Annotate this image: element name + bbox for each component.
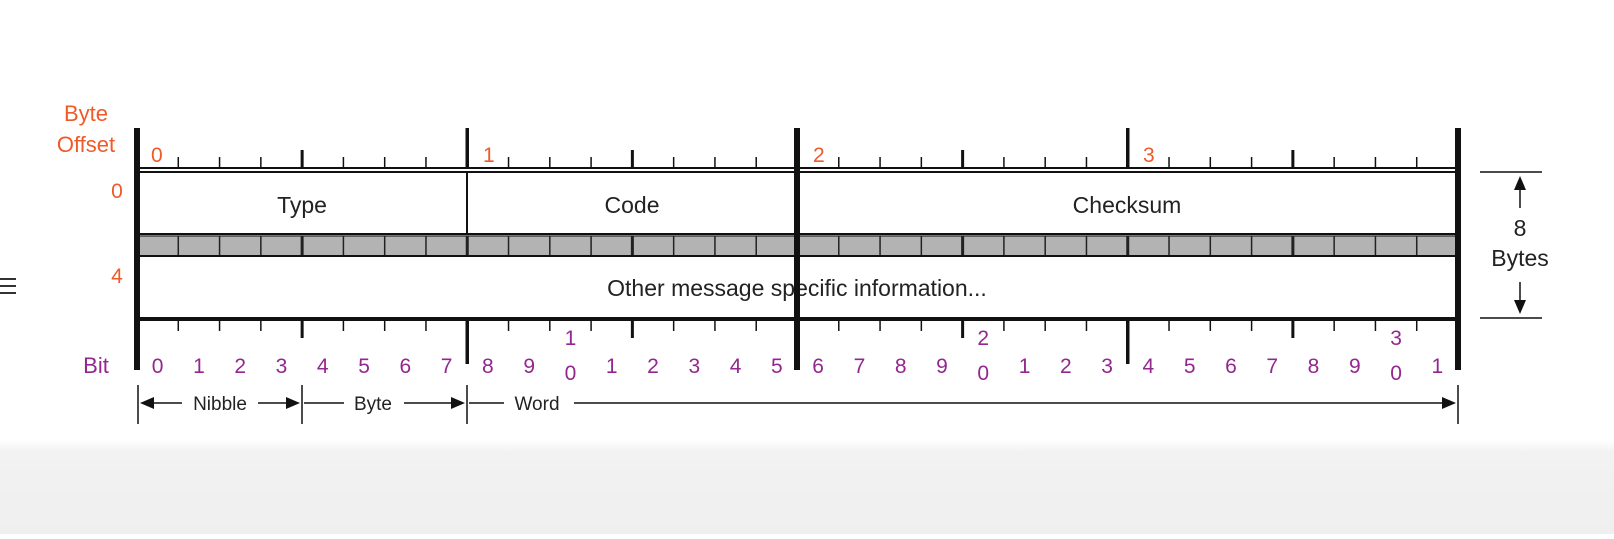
legend-word: Word (514, 394, 559, 415)
bit-number-second-digit: 0 (977, 362, 989, 385)
row-offset-4: 4 (111, 265, 123, 288)
bit-number-second-digit: 0 (565, 362, 577, 385)
word-arrowhead-right (1442, 397, 1456, 409)
byte-offset-1: 1 (483, 144, 495, 167)
bit-number: 6 (1225, 355, 1237, 378)
bit-number: 2 (1060, 355, 1072, 378)
bit-number: 0 (152, 355, 164, 378)
byte-offset-2: 2 (813, 144, 825, 167)
byte-offset-label-line1: Byte (64, 101, 108, 126)
bit-number: 9 (523, 355, 535, 378)
bit-number: 6 (399, 355, 411, 378)
nibble-arrowhead-right (286, 397, 300, 409)
size-unit: Bytes (1491, 245, 1549, 271)
size-value: 8 (1514, 215, 1527, 241)
size-arrowhead-down (1514, 300, 1526, 314)
separator-band-ticks (177, 236, 1418, 256)
bit-number-second-digit: 0 (1390, 362, 1402, 385)
size-arrowhead-up (1514, 176, 1526, 190)
bit-number: 7 (1266, 355, 1278, 378)
bit-number: 5 (771, 355, 783, 378)
bit-number: 2 (234, 355, 246, 378)
legend-byte: Byte (354, 394, 392, 415)
field-type: Type (277, 192, 327, 218)
bit-number: 7 (441, 355, 453, 378)
bit-number: 7 (854, 355, 866, 378)
bit-number: 3 (1101, 355, 1113, 378)
legend-nibble: Nibble (193, 394, 247, 415)
bit-label: Bit (83, 353, 109, 378)
field-code: Code (605, 192, 660, 218)
bit-number: 5 (1184, 355, 1196, 378)
row-offset-0: 0 (111, 180, 123, 203)
bit-number: 3 (688, 355, 700, 378)
bit-number: 1 (565, 327, 577, 350)
bit-number: 1 (193, 355, 205, 378)
byte-arrowhead-right (451, 397, 465, 409)
bit-number: 1 (606, 355, 618, 378)
nibble-arrowhead-left (140, 397, 154, 409)
bit-number: 1 (1019, 355, 1031, 378)
bit-number: 4 (317, 355, 329, 378)
bit-number: 5 (358, 355, 370, 378)
bit-number: 8 (482, 355, 494, 378)
bit-number: 4 (730, 355, 742, 378)
bit-number: 8 (895, 355, 907, 378)
bit-number: 2 (647, 355, 659, 378)
bit-number: 8 (1308, 355, 1320, 378)
bit-number: 9 (936, 355, 948, 378)
field-checksum: Checksum (1073, 192, 1182, 218)
menu-icon (0, 278, 16, 304)
bit-number: 3 (276, 355, 288, 378)
bit-number: 1 (1432, 355, 1444, 378)
byte-offset-3: 3 (1143, 144, 1155, 167)
bit-number: 9 (1349, 355, 1361, 378)
bit-number: 6 (812, 355, 824, 378)
byte-offset-0: 0 (151, 144, 163, 167)
bit-number: 3 (1390, 327, 1402, 350)
bit-number: 2 (977, 327, 989, 350)
byte-offset-label-line2: Offset (57, 132, 115, 157)
bit-number: 4 (1143, 355, 1155, 378)
bit-numbers: 0 1 2 3 4 5 6 7 8 910 1 2 3 4 5 6 7 8 920 1 2 3 4 5 6 7 8 930 1 (152, 327, 1443, 385)
